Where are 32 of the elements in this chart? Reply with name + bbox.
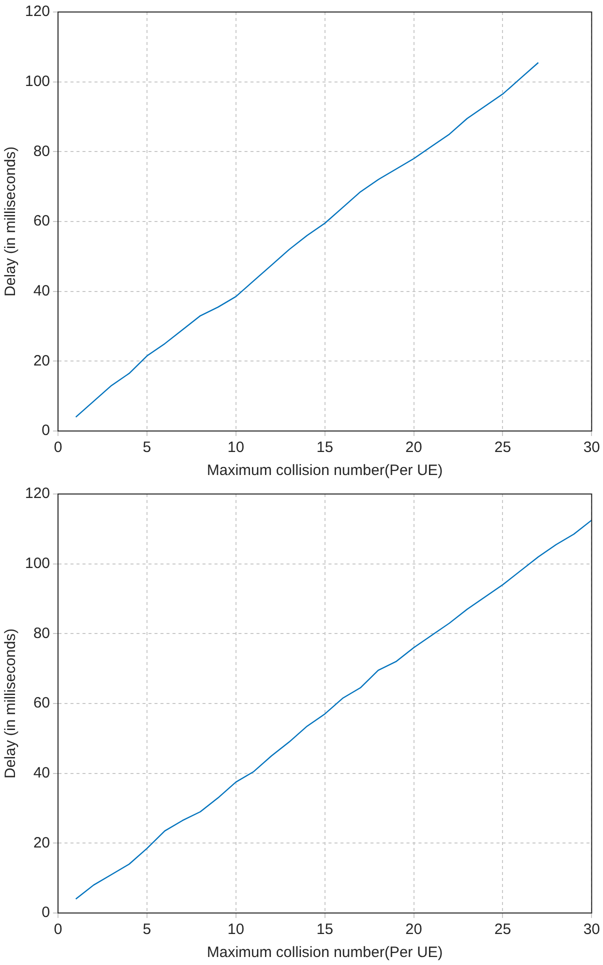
y-axis-title: Delay (in milliseconds) [2, 146, 20, 297]
x-axis-title: Maximum collision number(Per UE) [206, 944, 443, 962]
x-tick-label: 30 [583, 921, 600, 938]
x-tick-label: 25 [494, 921, 512, 938]
x-tick-label: 0 [54, 921, 62, 938]
y-tick-label: 80 [33, 142, 50, 160]
x-axis-title: Maximum collision number(Per UE) [206, 462, 443, 480]
x-tick-label: 20 [405, 439, 422, 456]
x-tick-label: 10 [228, 921, 244, 938]
y-tick-label: 60 [33, 694, 50, 712]
x-tick-label: 0 [54, 439, 62, 456]
x-tick-label: 10 [228, 439, 244, 456]
y-tick-label: 40 [33, 764, 50, 782]
x-tick-label: 15 [316, 439, 334, 456]
x-tick-label: 15 [316, 921, 334, 938]
y-tick-label: 0 [42, 904, 50, 922]
x-tick-label: 5 [142, 921, 152, 938]
y-tick-label: 120 [24, 3, 50, 20]
x-tick-label: 20 [405, 921, 422, 938]
y-axis-title: Delay (in milliseconds) [2, 628, 20, 779]
x-tick-label: 30 [583, 439, 600, 456]
y-tick-label: 20 [33, 834, 50, 852]
x-tick-label: 25 [494, 439, 512, 456]
y-tick-label: 20 [33, 352, 50, 370]
x-tick-label: 5 [142, 439, 152, 456]
y-tick-label: 0 [42, 422, 50, 440]
y-tick-label: 100 [24, 554, 50, 572]
y-tick-label: 100 [24, 72, 50, 90]
y-tick-label: 120 [24, 485, 50, 502]
y-tick-label: 60 [33, 212, 50, 230]
y-tick-label: 80 [33, 624, 50, 642]
y-tick-label: 40 [33, 282, 50, 300]
